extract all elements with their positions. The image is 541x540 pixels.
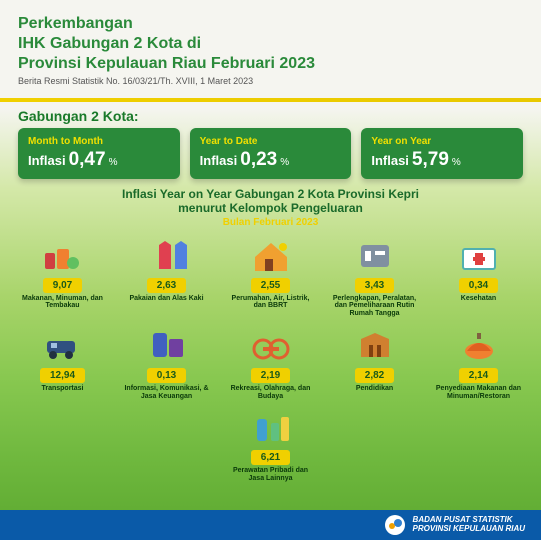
- mid-title: Inflasi Year on Year Gabungan 2 Kota Pro…: [0, 179, 541, 230]
- card-label: Inflasi: [200, 153, 238, 168]
- title-line-3: Provinsi Kepulauan Riau Februari 2023: [18, 54, 523, 74]
- category-item: 0,34 Kesehatan: [433, 236, 525, 318]
- food-icon: [41, 236, 85, 276]
- card-title: Month to Month: [28, 136, 170, 147]
- mid-line3: Bulan Februari 2023: [20, 217, 521, 228]
- title-line-2: IHK Gabungan 2 Kota di: [18, 34, 523, 54]
- category-value: 12,94: [40, 368, 85, 383]
- category-value: 2,55: [251, 278, 290, 293]
- category-item: 3,43 Perlengkapan, Peralatan, dan Pemelih…: [329, 236, 421, 318]
- transport-icon: [41, 326, 85, 366]
- mid-line2: menurut Kelompok Pengeluaran: [20, 201, 521, 215]
- house-icon: [249, 236, 293, 276]
- category-item: 2,63 Pakaian dan Alas Kaki: [121, 236, 213, 318]
- card-number: 0,23: [240, 149, 277, 171]
- care-icon: [249, 408, 293, 448]
- section-label: Gabungan 2 Kota:: [0, 102, 541, 128]
- category-label: Perumahan, Air, Listrik, dan BBRT: [225, 295, 317, 310]
- category-value: 6,21: [251, 450, 290, 465]
- footer-line2: PROVINSI KEPULAUAN RIAU: [413, 525, 525, 534]
- category-value: 2,63: [147, 278, 186, 293]
- card-number: 5,79: [412, 149, 449, 171]
- category-label: Transportasi: [41, 385, 83, 393]
- category-item: 2,19 Rekreasi, Olahraga, dan Budaya: [225, 326, 317, 400]
- category-label: Rekreasi, Olahraga, dan Budaya: [225, 385, 317, 400]
- info-icon: [145, 326, 189, 366]
- subtitle: Berita Resmi Statistik No. 16/03/21/Th. …: [18, 76, 523, 86]
- category-value: 0,34: [459, 278, 498, 293]
- resto-icon: [457, 326, 501, 366]
- category-item: 2,82 Pendidikan: [329, 326, 421, 400]
- edu-icon: [353, 326, 397, 366]
- card-percent: %: [109, 157, 118, 168]
- category-value: 3,43: [355, 278, 394, 293]
- category-label: Penyediaan Makanan dan Minuman/Restoran: [433, 385, 525, 400]
- category-value: 0,13: [147, 368, 186, 383]
- card-percent: %: [452, 157, 461, 168]
- mid-line1: Inflasi Year on Year Gabungan 2 Kota Pro…: [20, 187, 521, 201]
- card-title: Year on Year: [371, 136, 513, 147]
- card-value: Inflasi 0,23%: [200, 149, 342, 171]
- category-item: 12,94 Transportasi: [17, 326, 109, 400]
- category-item: 2,14 Penyediaan Makanan dan Minuman/Resto…: [433, 326, 525, 400]
- health-icon: [457, 236, 501, 276]
- category-item: 9,07 Makanan, Minuman, dan Tembakau: [17, 236, 109, 318]
- category-item: 2,55 Perumahan, Air, Listrik, dan BBRT: [225, 236, 317, 318]
- summary-cards: Month to Month Inflasi 0,47% Year to Date I…: [0, 128, 541, 179]
- card-number: 0,47: [69, 149, 106, 171]
- card-label: Inflasi: [371, 153, 409, 168]
- category-item: 6,21 Perawatan Pribadi dan Jasa Lainnya: [225, 408, 317, 482]
- category-label: Informasi, Komunikasi, & Jasa Keuangan: [121, 385, 213, 400]
- category-grid: 9,07 Makanan, Minuman, dan Tembakau 2,63 Pa…: [0, 230, 541, 483]
- category-item: 0,13 Informasi, Komunikasi, & Jasa Keuang…: [121, 326, 213, 400]
- summary-card: Year on Year Inflasi 5,79%: [361, 128, 523, 179]
- header: Perkembangan IHK Gabungan 2 Kota di Prov…: [0, 0, 541, 94]
- clothes-icon: [145, 236, 189, 276]
- category-value: 2,19: [251, 368, 290, 383]
- category-label: Kesehatan: [461, 295, 496, 303]
- footer: BADAN PUSAT STATISTIK PROVINSI KEPULAUAN…: [0, 510, 541, 540]
- category-value: 9,07: [43, 278, 82, 293]
- category-value: 2,82: [355, 368, 394, 383]
- card-title: Year to Date: [200, 136, 342, 147]
- category-label: Perawatan Pribadi dan Jasa Lainnya: [225, 467, 317, 482]
- category-label: Makanan, Minuman, dan Tembakau: [17, 295, 109, 310]
- category-label: Pakaian dan Alas Kaki: [129, 295, 203, 303]
- footer-text: BADAN PUSAT STATISTIK PROVINSI KEPULAUAN…: [413, 516, 525, 534]
- title-line-1: Perkembangan: [18, 14, 523, 34]
- bps-logo-icon: [385, 515, 405, 535]
- category-label: Pendidikan: [356, 385, 393, 393]
- category-value: 2,14: [459, 368, 498, 383]
- card-label: Inflasi: [28, 153, 66, 168]
- card-value: Inflasi 0,47%: [28, 149, 170, 171]
- summary-card: Month to Month Inflasi 0,47%: [18, 128, 180, 179]
- card-value: Inflasi 5,79%: [371, 149, 513, 171]
- summary-card: Year to Date Inflasi 0,23%: [190, 128, 352, 179]
- sport-icon: [249, 326, 293, 366]
- category-label: Perlengkapan, Peralatan, dan Pemeliharaa…: [329, 295, 421, 318]
- tools-icon: [353, 236, 397, 276]
- card-percent: %: [280, 157, 289, 168]
